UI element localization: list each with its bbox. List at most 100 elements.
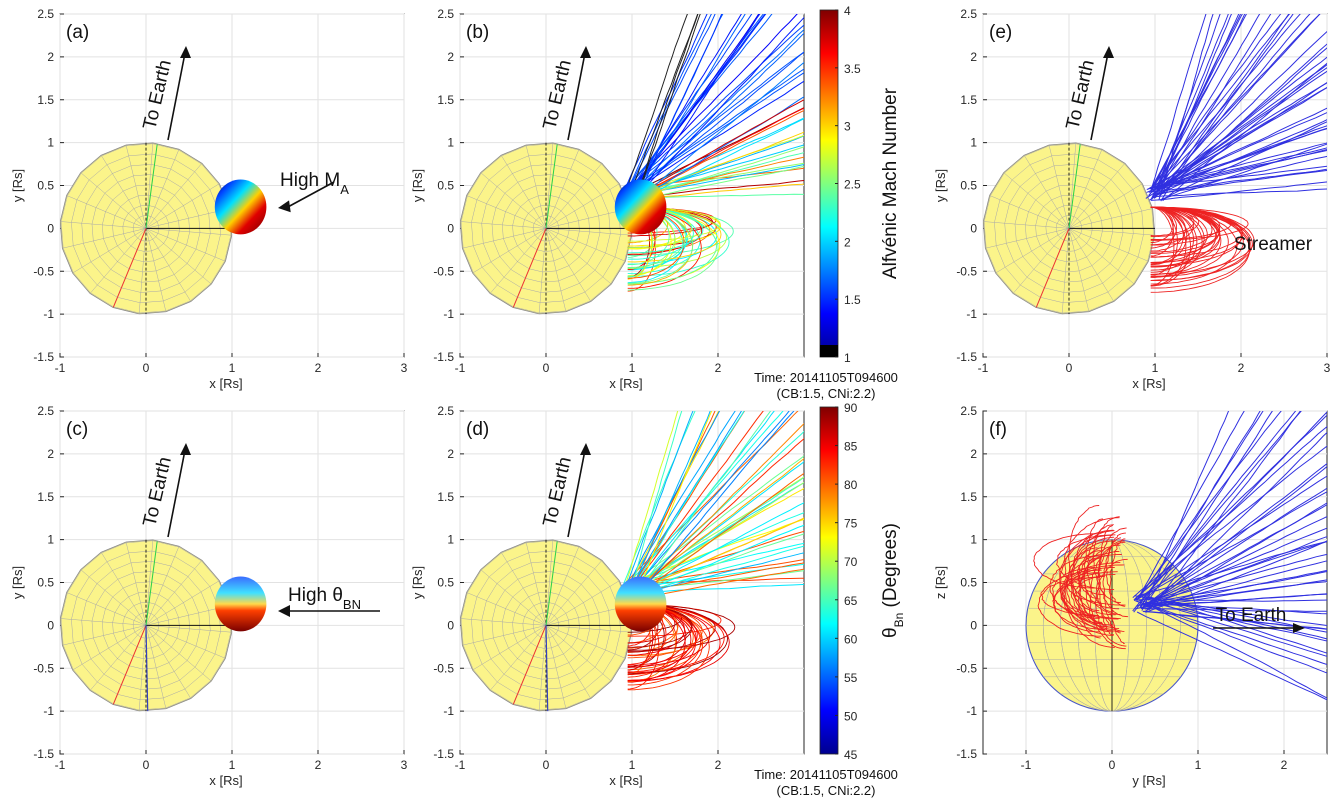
open-field-line xyxy=(625,517,804,597)
sun-grid-spoke xyxy=(1068,228,1135,285)
closed-loop-line xyxy=(1150,206,1198,278)
field-lines xyxy=(623,411,804,691)
sun-grid-spoke xyxy=(1068,149,1103,229)
y-tick-label: -0.5 xyxy=(956,661,977,675)
shock-surface-sphere xyxy=(614,179,667,235)
colorbar-tick-label: 55 xyxy=(844,671,858,685)
colorbar: 1 1.5 2 2.5 3 3.5 4 Alfvénic Mach Number xyxy=(819,4,901,365)
axis-green xyxy=(545,144,558,229)
open-field-line xyxy=(1134,599,1327,674)
open-field-line xyxy=(1136,600,1327,666)
open-field-line xyxy=(1148,411,1301,611)
y-axis-label: y [Rs] xyxy=(10,566,25,599)
y-axis-label: y [Rs] xyxy=(410,169,425,202)
panel-label: (e) xyxy=(989,22,1012,43)
sun-grid-spoke xyxy=(466,592,547,626)
open-field-line xyxy=(623,14,708,192)
colorbar-label-rest: (Degrees) xyxy=(880,523,901,613)
open-field-line xyxy=(638,32,804,191)
sun-grid-spoke xyxy=(145,625,192,699)
footnote-params: (CB:1.5, CNi:2.2) xyxy=(777,783,876,798)
open-field-line xyxy=(1136,611,1327,701)
open-field-line xyxy=(632,29,804,192)
sun-grid-spoke xyxy=(125,144,147,229)
open-field-line xyxy=(1146,431,1327,611)
sun-grid-spoke xyxy=(545,183,620,229)
sun-grid-spoke xyxy=(462,625,547,646)
y-tick-label: 1 xyxy=(970,533,977,547)
y-tick-label: 1 xyxy=(47,136,54,150)
closed-loop-line xyxy=(1150,206,1249,241)
closed-loop-line xyxy=(1070,547,1098,624)
open-field-line xyxy=(1160,14,1290,196)
open-field-line xyxy=(1152,14,1261,198)
y-tick-label: 1 xyxy=(47,533,54,547)
y-tick-label: 2 xyxy=(47,50,54,64)
open-field-line xyxy=(1148,596,1327,640)
open-field-line xyxy=(1141,411,1230,611)
colorbar-tick-label: 50 xyxy=(844,709,858,723)
sun-grid-spoke xyxy=(89,228,147,294)
open-field-line xyxy=(634,14,760,190)
y-tick-label: -0.5 xyxy=(956,264,977,278)
open-field-line xyxy=(1145,540,1327,613)
sun-grid-spoke xyxy=(545,625,567,709)
sun-grid-spoke xyxy=(66,195,147,229)
plot-area xyxy=(60,539,267,712)
closed-loop-line xyxy=(1083,544,1121,615)
arrow-shaft xyxy=(167,444,187,538)
plot-area xyxy=(60,142,267,315)
x-tick-label: 2 xyxy=(715,758,722,772)
open-field-line xyxy=(1158,14,1214,201)
open-field-line xyxy=(625,14,753,197)
x-axis-label: x [Rs] xyxy=(209,376,242,391)
open-field-line xyxy=(1160,125,1327,190)
x-tick-label: -1 xyxy=(55,758,66,772)
y-tick-label: 0.5 xyxy=(37,576,54,590)
panel-d: -1 0 1 2-1.5-1-0.500.511.522.5x [Rs]y [Rs]T… xyxy=(410,401,906,798)
axis-red xyxy=(512,625,547,705)
y-tick-label: 1.5 xyxy=(960,490,977,504)
open-field-line xyxy=(628,411,711,598)
sun-grid-spoke xyxy=(1068,208,1153,229)
y-tick-label: 1 xyxy=(970,136,977,150)
sun-grid-spoke xyxy=(1048,144,1070,229)
closed-loop-line xyxy=(1033,533,1097,589)
open-field-line xyxy=(1145,536,1327,607)
y-tick-label: -0.5 xyxy=(33,264,54,278)
sun-grid-spoke xyxy=(138,228,147,314)
closed-loop-line xyxy=(1150,206,1251,281)
axis-red xyxy=(512,228,547,308)
colorbar-label-sub: Bn xyxy=(892,613,906,628)
x-tick-label: -1 xyxy=(455,758,466,772)
sun-grid-spoke xyxy=(1068,228,1155,236)
plot-area xyxy=(460,14,804,315)
open-field-line xyxy=(633,118,804,203)
arrow-shaft xyxy=(1090,47,1110,141)
open-field-line xyxy=(627,24,804,189)
closed-loop-line xyxy=(1150,206,1205,271)
open-field-line xyxy=(1135,541,1327,607)
colorbar-tick-label: 80 xyxy=(844,478,858,492)
sun-grid-spoke xyxy=(545,580,620,626)
x-tick-label: 1 xyxy=(629,361,636,375)
open-field-line xyxy=(1155,14,1233,198)
x-axis-label: x [Rs] xyxy=(609,773,642,788)
y-tick-label: 1.5 xyxy=(437,490,454,504)
closed-loop-line xyxy=(1150,206,1187,287)
arrow-head xyxy=(580,46,591,58)
x-tick-label: -1 xyxy=(55,361,66,375)
open-field-line xyxy=(1153,14,1311,199)
y-tick-label: -1.5 xyxy=(33,350,54,364)
y-tick-label: 1 xyxy=(447,533,454,547)
y-tick-label: 0 xyxy=(47,221,54,235)
open-field-line xyxy=(1153,188,1327,198)
x-tick-label: 2 xyxy=(1281,758,1288,772)
sun-grid-spoke xyxy=(545,560,603,626)
open-field-line xyxy=(625,411,694,588)
panel-label: (a) xyxy=(66,22,89,43)
closed-loop-line xyxy=(1092,516,1121,604)
open-field-line xyxy=(1157,47,1327,198)
sun-grid-spoke xyxy=(66,592,147,626)
arrow-head xyxy=(180,443,191,455)
